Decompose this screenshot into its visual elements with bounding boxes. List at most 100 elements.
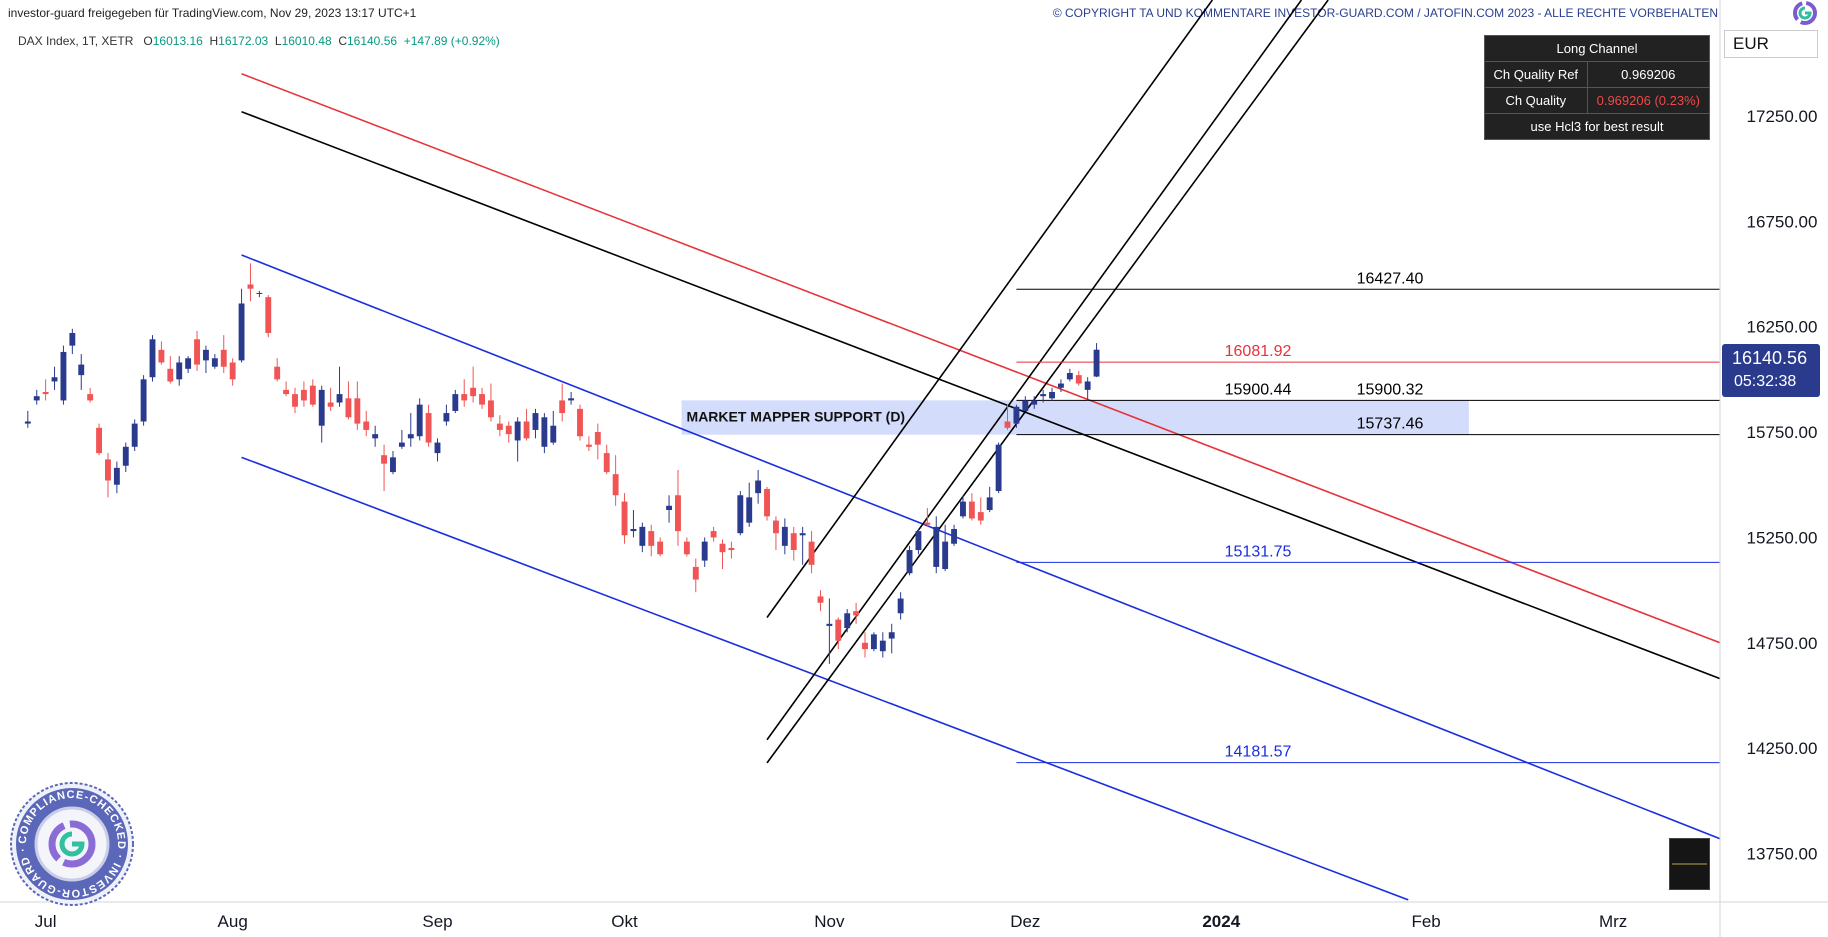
candle-body	[105, 459, 111, 481]
candle-body	[309, 385, 316, 405]
candle	[648, 524, 655, 557]
candle-body	[648, 531, 655, 546]
candle-body	[808, 541, 815, 565]
candle	[69, 328, 76, 355]
candle-body	[737, 495, 744, 534]
long-channel-table: Long Channel Ch Quality Ref 0.969206 Ch Q…	[1484, 35, 1711, 140]
candle-body	[87, 394, 94, 401]
candle-body	[594, 432, 601, 445]
candle-body	[977, 512, 984, 521]
candle	[309, 379, 316, 407]
candle	[42, 379, 49, 401]
candle-body	[995, 444, 1002, 492]
candle-body	[844, 613, 851, 629]
candle	[345, 381, 352, 420]
currency-selector[interactable]: EUR	[1724, 30, 1818, 58]
candle-body	[1084, 381, 1091, 390]
candle	[728, 541, 735, 559]
candle-body	[194, 339, 200, 365]
trendline-blue-channel-bottom	[241, 456, 1409, 901]
candle-body	[755, 480, 762, 494]
candle	[523, 408, 530, 441]
candle-body	[327, 402, 334, 407]
candle-body	[781, 526, 788, 546]
candle	[630, 510, 637, 538]
candle	[621, 493, 628, 544]
candle	[300, 381, 307, 407]
candle	[915, 528, 922, 555]
quality-value: 0.969206 (0.23%)	[1586, 87, 1711, 114]
open-value: 16013.16	[152, 34, 203, 48]
candle-body	[398, 442, 405, 447]
candle-body	[523, 421, 530, 439]
candle	[470, 366, 477, 403]
candle-body	[283, 389, 290, 395]
candle	[461, 379, 468, 407]
candle	[639, 522, 646, 553]
candle	[986, 486, 993, 513]
candle-body	[131, 423, 138, 447]
candle	[826, 598, 833, 664]
candle	[78, 354, 85, 390]
candle-body	[906, 550, 913, 574]
attribution-text: investor-guard freigegeben für TradingVi…	[8, 6, 417, 20]
candle	[87, 387, 94, 403]
candle	[692, 558, 699, 593]
quality-ref-label: Ch Quality Ref	[1484, 61, 1588, 88]
candle	[1075, 370, 1082, 386]
candle-body	[51, 377, 58, 382]
trendline-black-channel-upper	[766, 0, 1213, 618]
candle-body	[888, 632, 895, 639]
candle-body	[176, 362, 183, 380]
candle	[158, 341, 165, 365]
candle-body	[425, 413, 432, 443]
candle-body	[407, 434, 414, 439]
candle	[1031, 396, 1038, 409]
close-label: C	[338, 34, 347, 48]
candle	[122, 442, 129, 473]
candle-body	[24, 421, 31, 424]
candle	[96, 423, 103, 456]
candle	[888, 623, 895, 654]
candle-body	[603, 453, 610, 473]
candle	[434, 438, 441, 462]
candle	[372, 425, 379, 447]
candle	[612, 455, 619, 506]
y-tick-label: 16750.00	[1747, 212, 1818, 231]
candle	[897, 592, 904, 620]
candle	[933, 516, 940, 574]
candle-body	[621, 501, 628, 536]
candle-body	[897, 598, 904, 614]
x-tick-label: Okt	[611, 912, 638, 931]
candle-body	[461, 394, 468, 401]
candle-body	[158, 349, 165, 363]
dark-widget[interactable]	[1669, 838, 1710, 890]
x-tick-label: Sep	[422, 912, 452, 931]
x-tick-label: Feb	[1411, 912, 1440, 931]
candle-body	[1013, 406, 1020, 424]
y-tick-label: 15250.00	[1747, 528, 1818, 547]
candle-body	[496, 423, 503, 430]
candle-body	[879, 640, 886, 652]
candle-body	[452, 394, 459, 411]
level-label: 15737.46	[1357, 416, 1424, 433]
open-label: O	[143, 34, 153, 48]
candle-body	[33, 396, 40, 401]
candle-body	[211, 358, 218, 367]
candle-body	[835, 619, 842, 641]
candle	[496, 415, 503, 437]
candle-body	[274, 366, 281, 380]
candle	[229, 358, 236, 386]
plot-area	[24, 0, 1720, 901]
candle	[870, 632, 877, 652]
candle	[799, 526, 806, 565]
candle-body	[657, 541, 664, 555]
candle-body	[746, 497, 753, 523]
candle	[425, 404, 432, 447]
widget-line-icon	[1672, 863, 1707, 865]
candle-body	[585, 444, 592, 447]
candle	[1040, 389, 1047, 403]
candle-body	[470, 387, 477, 397]
high-value: 16172.03	[218, 34, 269, 48]
